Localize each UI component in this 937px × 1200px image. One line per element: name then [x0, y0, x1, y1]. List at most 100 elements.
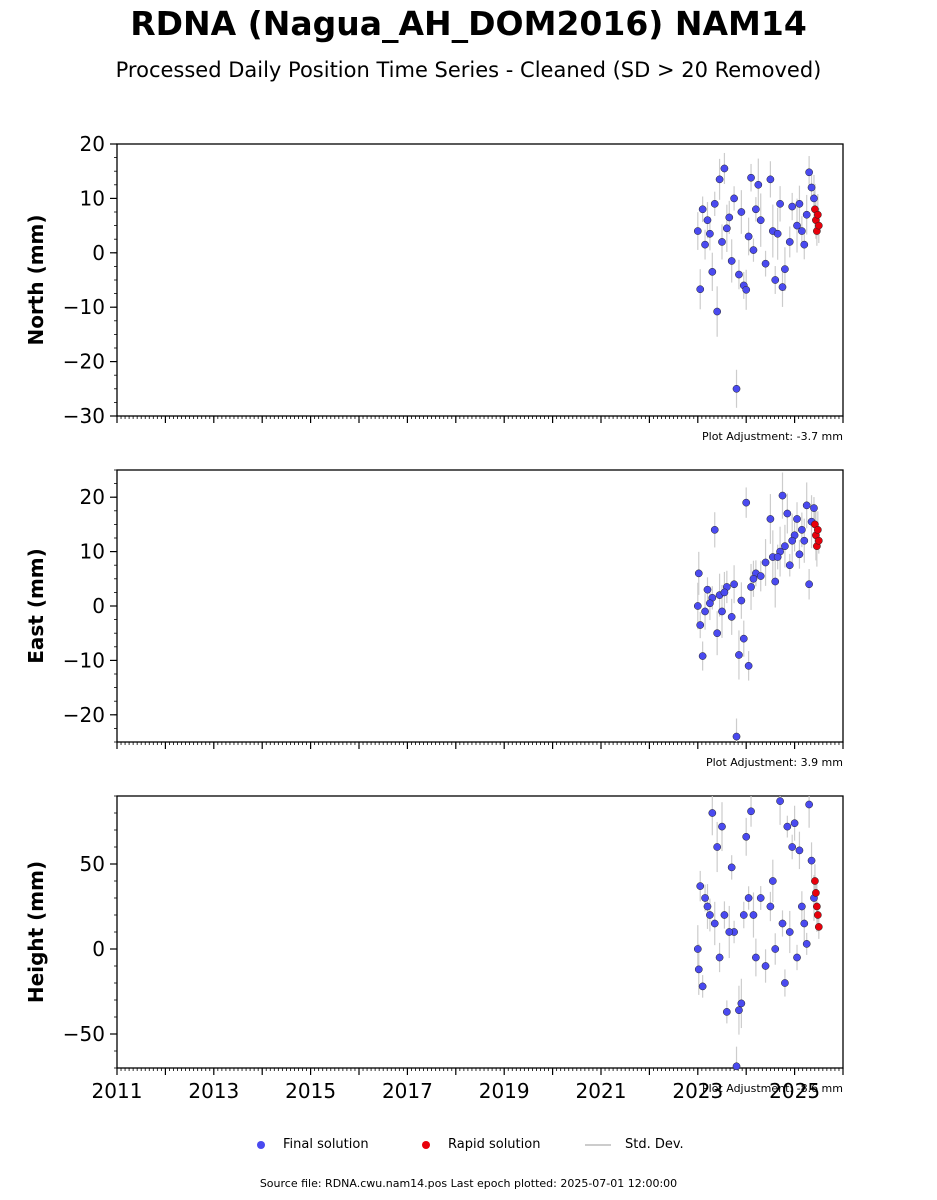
y-tick-label: −20: [63, 703, 105, 727]
final-solution-point: [715, 175, 724, 184]
final-solution-point: [710, 199, 719, 208]
final-solution-point: [798, 227, 806, 235]
plot-frame: [116, 143, 844, 417]
final-solution-point: [708, 267, 717, 276]
final-solution-point: [732, 384, 741, 393]
final-solution-point: [718, 238, 726, 246]
final-solution-point: [795, 846, 804, 855]
final-solution-point: [756, 216, 765, 225]
rapid-solution-point: [813, 210, 822, 219]
final-solution-point: [788, 843, 797, 851]
final-solution-point: [730, 194, 738, 203]
final-solution-point: [703, 585, 712, 594]
final-solution-point: [785, 561, 794, 570]
final-solution-point: [800, 919, 809, 928]
legend-final-label: Final solution: [283, 1137, 369, 1152]
final-solution-point: [805, 168, 813, 177]
final-solution-point: [718, 822, 726, 831]
y-tick-label: 0: [92, 937, 105, 961]
plot-frame: [116, 469, 844, 743]
final-solution-point: [747, 807, 755, 816]
final-solution-point: [732, 1062, 741, 1071]
final-solution-point: [790, 819, 799, 828]
final-solution-point: [727, 613, 736, 621]
final-solution-point: [810, 504, 818, 512]
final-solution-point: [727, 257, 736, 265]
final-solution-point: [713, 629, 722, 638]
rapid-solution-point: [813, 902, 821, 911]
final-solution-point: [752, 205, 760, 214]
final-solution-point: [802, 940, 811, 948]
final-solution-point: [720, 911, 729, 919]
final-solution-point: [785, 928, 794, 936]
final-solution-point: [793, 515, 801, 523]
legend-std: Std. Dev.: [585, 1137, 684, 1152]
x-tick-label: 2025: [769, 1079, 820, 1103]
final-solution-point: [793, 221, 801, 230]
y-tick-label: −10: [63, 648, 105, 672]
final-solution-point: [754, 180, 763, 189]
final-solution-point: [778, 283, 787, 291]
rapid-solution-point: [812, 889, 820, 897]
final-solution-point: [706, 911, 714, 919]
final-solution-point: [781, 542, 789, 551]
final-solution-point: [766, 515, 775, 523]
rapid-solution-point: [813, 525, 822, 534]
final-solution-point: [694, 569, 703, 578]
x-tick-label: 2017: [382, 1079, 433, 1103]
final-solution-point: [776, 199, 784, 208]
final-solution-point: [761, 259, 770, 268]
legend: Final solution Rapid solution Std. Dev.: [0, 1137, 937, 1157]
final-solution-point: [778, 919, 787, 928]
final-solution-point: [737, 208, 746, 216]
final-solution-point: [739, 634, 748, 643]
final-solution-point: [768, 877, 777, 885]
final-solution-point: [795, 550, 804, 559]
rapid-solution-point: [813, 911, 822, 919]
final-solution-point: [710, 525, 719, 534]
final-solution-point: [749, 574, 758, 583]
final-solution-point: [693, 602, 702, 610]
final-solution-point: [756, 572, 765, 580]
final-solution-point: [744, 894, 753, 902]
final-solution-point: [694, 965, 703, 974]
rapid-solution-point: [811, 877, 819, 885]
final-solution-point: [802, 210, 811, 219]
final-solution-point: [735, 651, 743, 659]
final-solution-point: [732, 732, 741, 741]
final-solution-point: [703, 902, 712, 911]
final-solution-point: [773, 553, 782, 561]
final-solution-point: [800, 536, 809, 545]
final-solution-point: [720, 588, 729, 597]
y-tick-label: 20: [80, 485, 105, 509]
y-tick-label: −50: [63, 1022, 105, 1046]
legend-std-line: [585, 1143, 611, 1146]
final-solution-point: [807, 856, 816, 865]
y-tick-label: 0: [92, 594, 105, 618]
final-solution-point: [749, 911, 758, 919]
y-tick-label: −10: [63, 295, 105, 319]
final-solution-point: [713, 843, 722, 851]
x-tick-label: 2019: [479, 1079, 530, 1103]
x-tick-label: 2013: [188, 1079, 239, 1103]
final-solution-point: [788, 536, 797, 545]
final-solution-point: [761, 558, 770, 567]
final-solution-point: [727, 863, 736, 872]
y-axis-label: Height (mm): [24, 861, 48, 1003]
chart-title: RDNA (Nagua_AH_DOM2016) NAM14: [130, 4, 807, 43]
final-solution-point: [781, 265, 789, 273]
final-solution-point: [781, 979, 789, 987]
final-solution-point: [703, 216, 712, 225]
final-solution-point: [795, 199, 804, 208]
y-tick-label: 10: [80, 186, 105, 210]
source-note: Source file: RDNA.cwu.nam14.pos Last epo…: [259, 1177, 678, 1190]
y-tick-label: 50: [80, 852, 105, 876]
final-solution-point: [735, 1006, 743, 1015]
final-solution-point: [696, 285, 705, 294]
x-tick-label: 2021: [576, 1079, 627, 1103]
final-solution-point: [701, 607, 709, 616]
final-solution-point: [725, 928, 734, 936]
final-solution-point: [737, 999, 746, 1008]
final-solution-point: [722, 224, 731, 233]
legend-std-label: Std. Dev.: [625, 1137, 684, 1152]
